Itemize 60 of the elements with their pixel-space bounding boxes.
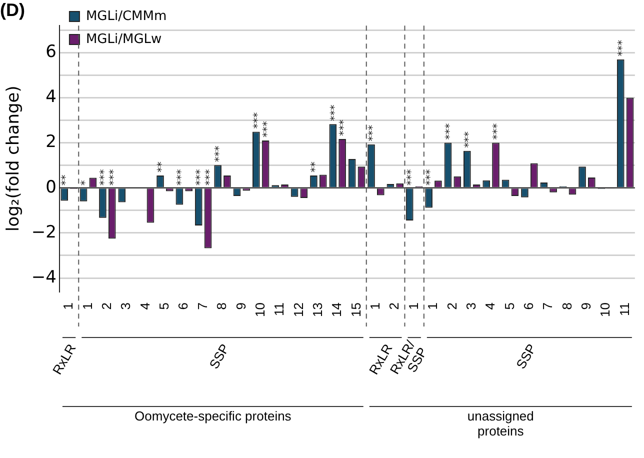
data-label: *** xyxy=(424,168,437,186)
x-tick-label: 9 xyxy=(233,302,248,310)
y-tick-label: 4 xyxy=(46,87,56,108)
x-tick-label: 8 xyxy=(214,302,230,310)
y-tick-label: 6 xyxy=(46,42,56,62)
x-tick-label: 11 xyxy=(272,302,287,316)
y-tick-label: −4 xyxy=(31,267,56,288)
x-tick-label: 10 xyxy=(598,302,613,318)
data-label: *** xyxy=(490,122,504,140)
x-tick-label: 10 xyxy=(252,302,268,318)
x-tick-label: 15 xyxy=(348,302,364,318)
data-label: ** xyxy=(308,160,322,172)
x-tick-label: 2 xyxy=(386,302,402,310)
x-tick-label: 14 xyxy=(329,302,344,318)
x-tick-label: 3 xyxy=(463,302,478,310)
x-tick-label: 12 xyxy=(290,302,306,318)
data-label: *** xyxy=(174,168,188,186)
chart-title: (D) xyxy=(0,0,25,20)
data-label: ** xyxy=(155,160,168,172)
x-tick-label: 13 xyxy=(310,302,325,318)
x-tick-label: 5 xyxy=(502,302,517,310)
data-label: ** xyxy=(59,174,72,186)
x-tick-label: 5 xyxy=(156,302,172,310)
data-label: *** xyxy=(328,104,341,122)
x-tick-label: 9 xyxy=(578,302,594,310)
x-tick-label: 7 xyxy=(540,302,556,310)
legend-label: MGLi/CMMm xyxy=(86,8,167,24)
text: Oomycete-specific proteins xyxy=(134,408,292,424)
data-label: *** xyxy=(106,168,120,186)
data-label: *** xyxy=(615,39,628,56)
data-label: *** xyxy=(212,145,226,162)
x-tick-label: 1 xyxy=(368,302,383,310)
y-tick-label: −2 xyxy=(31,222,56,242)
x-tick-label: 2 xyxy=(444,302,460,310)
data-label: *** xyxy=(442,122,456,140)
data-label: *** xyxy=(260,120,274,138)
x-tick-label: 6 xyxy=(176,302,191,310)
data-label: *** xyxy=(337,118,350,136)
y-tick-label: 2 xyxy=(46,132,56,152)
x-tick-label: 4 xyxy=(137,302,152,310)
data-label: *** xyxy=(462,130,476,148)
x-tick-label: 4 xyxy=(482,302,498,310)
x-tick-label: 1 xyxy=(80,302,95,310)
x-tick-label: 1 xyxy=(60,302,76,310)
x-tick-label: 6 xyxy=(521,302,536,310)
data-label: *** xyxy=(202,168,216,186)
text: unassigned proteins xyxy=(467,408,534,439)
x-tick-label: 3 xyxy=(118,302,134,310)
x-tick-label: 8 xyxy=(559,302,574,310)
x-tick-label: 7 xyxy=(194,302,210,310)
x-tick-label: 1 xyxy=(406,302,421,310)
legend-label: MGLi/MGLw xyxy=(86,32,162,47)
data-label: *** xyxy=(366,124,380,142)
x-tick-label: 2 xyxy=(98,302,114,310)
x-tick-label: 11 xyxy=(616,302,632,316)
data-label: *** xyxy=(404,168,418,186)
data-label: * xyxy=(78,180,92,186)
y-tick-label: 0 xyxy=(46,177,56,198)
x-tick-label: 1 xyxy=(425,302,440,310)
y-axis-title: log₂(fold change) xyxy=(4,86,24,232)
